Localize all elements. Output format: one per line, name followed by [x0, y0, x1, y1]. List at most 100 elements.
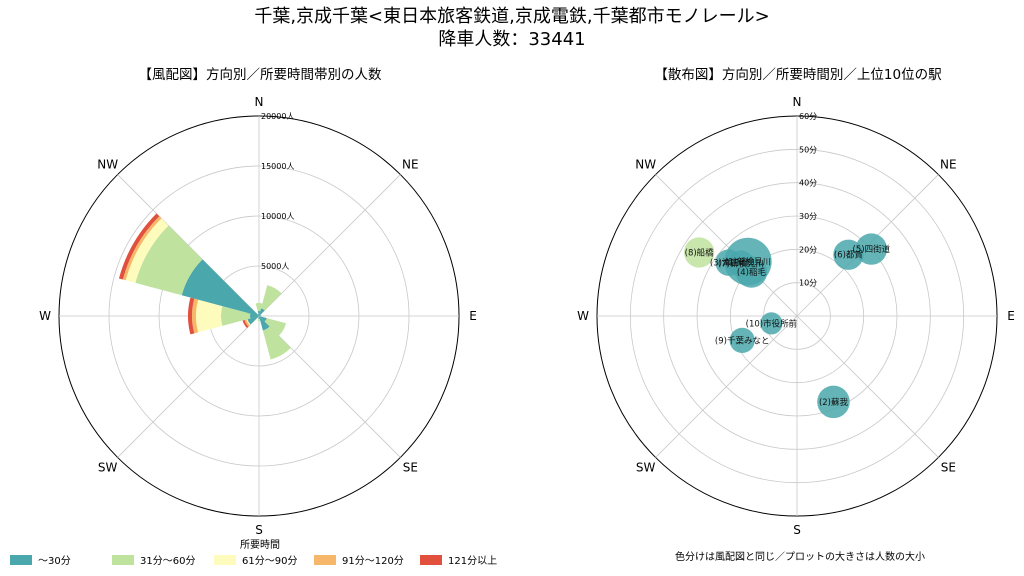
wind-bar-segment	[255, 302, 263, 312]
legend-label: 121分以上	[448, 556, 498, 567]
scatter-point	[684, 237, 715, 268]
scatter-spoke	[655, 174, 798, 317]
scatter-compass-label: S	[793, 523, 801, 537]
scatter-axes: N NE E SE S SW W NW 10分 20分 30分 40分 50分 60分	[577, 95, 1015, 537]
scatter-point	[760, 312, 783, 335]
scatter-note: 色分けは風配図と同じ／プロットの大きさは人数の大小	[675, 552, 925, 563]
legend-title: 所要時間	[240, 540, 280, 551]
scatter-point-label: (8)船橋	[685, 247, 715, 258]
wind-compass-label: N	[255, 95, 264, 109]
legend-item-0-30: 〜30分	[10, 552, 71, 567]
wind-bar-segment	[247, 316, 259, 325]
scatter-compass-label: N	[793, 95, 802, 109]
legend-swatch	[10, 554, 32, 565]
scatter-point-label: (2)蘇我	[819, 397, 849, 408]
scatter-compass-label: NE	[940, 158, 957, 172]
wind-rose-subtitle: 【風配図】方向別／所要時間帯別の人数	[138, 67, 382, 83]
wind-spoke	[117, 315, 260, 458]
wind-compass-label: E	[469, 309, 477, 323]
wind-bar-segment	[258, 316, 260, 319]
wind-compass-label: S	[255, 523, 263, 537]
scatter-point	[727, 250, 755, 277]
wind-r-tick-label: 20000人	[261, 112, 294, 121]
wind-r-tick-label: 5000人	[261, 262, 289, 271]
scatter-r-tick-label: 60分	[799, 112, 817, 121]
wind-bar-segment	[192, 298, 199, 334]
legend-swatch	[314, 554, 336, 565]
scatter-point-label: (7)新検見川	[718, 259, 764, 270]
wind-r-tick-label: 10000人	[261, 212, 294, 221]
scatter-spoke	[655, 315, 798, 458]
scatter-spoke	[796, 315, 939, 458]
scatter-point-label: (10)市役所前	[746, 318, 798, 329]
wind-bar-segment	[262, 326, 291, 360]
legend-item-31-60: 31分〜60分	[112, 552, 195, 567]
scatter-point	[817, 385, 850, 419]
scatter-compass-label: E	[1007, 309, 1015, 323]
wind-bar-segment	[220, 306, 251, 326]
wind-bar-segment	[125, 218, 169, 283]
scatter-r-tick-label: 20分	[799, 245, 817, 254]
scatter-subtitle: 【散布図】方向別／所要時間別／上位10位の駅	[654, 67, 942, 83]
scatter-r-tick-label: 40分	[799, 179, 817, 188]
legend-swatch	[214, 554, 236, 565]
legend-label: 61分〜90分	[242, 556, 298, 567]
wind-bar-segment	[122, 216, 162, 281]
wind-bar-segment	[257, 318, 261, 321]
wind-compass-label: W	[39, 309, 51, 323]
scatter-point	[855, 233, 888, 265]
scatter-compass-label: SW	[636, 460, 656, 474]
wind-bar-segment	[261, 285, 282, 311]
wind-bar-segment	[259, 316, 270, 331]
scatter-r-tick-label: 30分	[799, 212, 817, 221]
wind-spoke	[258, 174, 401, 317]
wind-bar-segment	[244, 319, 250, 327]
chart-title-total: 降車人数：33441	[438, 29, 586, 50]
wind-bar-segment	[135, 225, 203, 296]
wind-compass-label: NW	[97, 158, 118, 172]
legend-item-61-90: 61分〜90分	[214, 552, 297, 567]
legend-item-121plus: 121分以上	[420, 552, 497, 567]
wind-bar-segment	[250, 313, 259, 319]
wind-axes: N NE E SE S SW W NW 5000人 10000人 15000人 20000人	[39, 95, 477, 537]
legend-label: 91分〜120分	[342, 556, 404, 567]
legend-item-91-120: 91分〜120分	[314, 552, 404, 567]
scatter-points: (1)新検見川 (2)蘇我 (3)津田沼(4)稲毛 (5)四街道(6)都賀 (7)新検見…	[684, 233, 891, 419]
scatter-point	[729, 327, 755, 354]
scatter-compass-label: NW	[635, 158, 656, 172]
scatter-point-label: (5)四街道	[853, 244, 891, 255]
wind-bar-segment	[118, 213, 160, 280]
legend: 所要時間 〜30分 31分〜60分 61分〜90分 91分〜120分 121分以…	[0, 540, 520, 576]
wind-bars	[118, 213, 291, 360]
wind-bar-segment	[259, 314, 261, 316]
wind-bar-segment	[242, 319, 249, 329]
scatter-point-label: (1)新検見川	[725, 257, 771, 268]
scatter-compass-label: SE	[941, 460, 956, 474]
legend-swatch	[420, 554, 442, 565]
wind-bar-segment	[196, 299, 223, 333]
scatter-r-tick-label: 10分	[799, 279, 817, 288]
wind-compass-label: SE	[403, 460, 418, 474]
scatter-point	[833, 239, 864, 270]
scatter-point-label: (9)千葉みなと	[715, 335, 770, 346]
legend-label: 31分〜60分	[140, 556, 196, 567]
scatter-compass-label: W	[577, 309, 589, 323]
wind-compass-label: NE	[402, 158, 419, 172]
scatter-point-label: (6)都賀	[834, 250, 864, 261]
wind-r-tick-label: 15000人	[261, 162, 294, 171]
wind-bar-segment	[181, 259, 259, 316]
legend-swatch	[112, 554, 134, 565]
wind-bar-segment	[257, 314, 259, 316]
legend-label: 〜30分	[38, 556, 71, 567]
scatter-point-label: (4)稲毛	[737, 267, 767, 278]
wind-bar-segment	[259, 308, 265, 316]
wind-compass-label: SW	[98, 460, 118, 474]
wind-bar-segment	[259, 316, 267, 322]
wind-bar-segment	[264, 318, 287, 336]
wind-bar-segment	[188, 297, 195, 335]
chart-title: 千葉,京成千葉<東日本旅客鉄道,京成電鉄,千葉都市モノレール>	[254, 6, 770, 27]
wind-bar-segment	[257, 311, 261, 316]
scatter-r-tick-label: 50分	[799, 145, 817, 154]
scatter-point-label: (3)津田沼	[710, 258, 748, 269]
